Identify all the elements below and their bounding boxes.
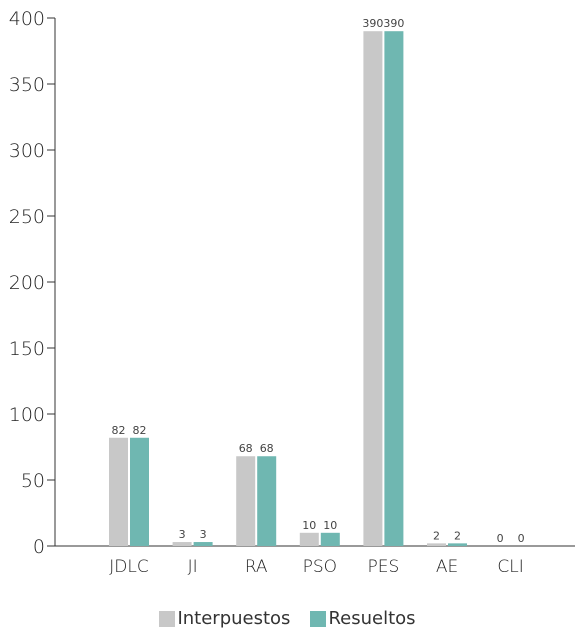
data-label: 0 — [497, 532, 504, 545]
y-tick-label: 0 — [33, 536, 45, 558]
y-tick-label: 150 — [9, 338, 45, 360]
legend-swatch-resueltos — [310, 610, 327, 627]
y-tick-label: 100 — [9, 404, 45, 426]
y-tick-label: 200 — [9, 272, 45, 294]
y-axis: 0 50 100 150 200 250 300 350 400 — [9, 8, 56, 558]
x-tick-label: PSO — [303, 557, 337, 577]
data-label: 10 — [323, 519, 337, 532]
x-tick-label: PES — [368, 557, 400, 577]
y-tick-label: 300 — [9, 140, 45, 162]
x-tick-label: RA — [245, 557, 268, 577]
bar-interpuestos-ra — [236, 456, 256, 546]
x-tick-label: JDLC — [109, 557, 148, 577]
bar-resueltos-ae — [448, 543, 467, 546]
y-tick-label: 250 — [9, 206, 45, 228]
bar-interpuestos-pso — [299, 532, 319, 546]
bar-interpuestos-ji — [172, 542, 192, 546]
data-label: 2 — [454, 529, 461, 542]
data-label: 68 — [239, 442, 253, 455]
data-label: 390 — [362, 17, 383, 30]
data-label: 82 — [133, 424, 147, 437]
legend-item-interpuestos: Interpuestos — [159, 608, 290, 629]
data-label: 390 — [383, 17, 404, 30]
x-tick-label: CLI — [497, 557, 523, 577]
x-tick-label: AE — [436, 557, 458, 577]
legend: Interpuestos Resueltos — [0, 608, 575, 629]
x-tick-label: JI — [188, 557, 198, 577]
data-label: 10 — [302, 519, 316, 532]
data-label: 68 — [260, 442, 274, 455]
legend-swatch-interpuestos — [159, 610, 176, 627]
bar-resueltos-ra — [257, 456, 277, 546]
data-label: 2 — [433, 529, 440, 542]
x-axis: JDLC JI RA PSO PES AE CLI — [55, 545, 575, 577]
bar-resueltos-pes — [384, 31, 404, 546]
bar-resueltos-jdlc — [130, 437, 149, 546]
data-label: 82 — [112, 424, 126, 437]
bar-resueltos-pso — [320, 532, 340, 546]
bars: 82 82 3 3 68 68 10 10 390 390 2 2 0 0 — [109, 17, 525, 546]
data-label: 0 — [518, 532, 525, 545]
y-tick-label: 350 — [9, 74, 45, 96]
y-tick-label: 50 — [21, 470, 45, 492]
data-label: 3 — [179, 528, 186, 541]
legend-label-resueltos: Resueltos — [328, 608, 416, 629]
legend-label-interpuestos: Interpuestos — [177, 608, 291, 629]
data-label: 3 — [200, 528, 207, 541]
bar-interpuestos-pes — [363, 31, 383, 546]
legend-item-resueltos: Resueltos — [310, 608, 416, 629]
y-tick-label: 400 — [9, 8, 45, 30]
bar-interpuestos-jdlc — [109, 437, 128, 546]
bar-resueltos-ji — [193, 542, 213, 546]
bar-interpuestos-ae — [427, 543, 446, 546]
